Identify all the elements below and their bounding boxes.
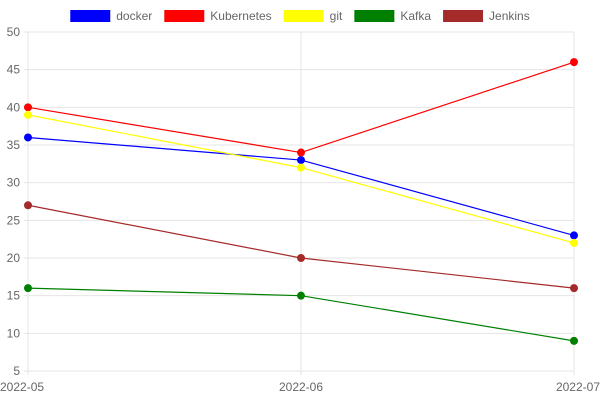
legend-item-kubernetes[interactable]: Kubernetes bbox=[164, 9, 272, 23]
data-point[interactable] bbox=[297, 254, 305, 262]
series-kafka bbox=[24, 284, 578, 345]
data-point[interactable] bbox=[570, 238, 578, 247]
legend-label: docker bbox=[116, 9, 152, 23]
data-point[interactable] bbox=[297, 163, 305, 172]
data-point[interactable] bbox=[570, 58, 578, 67]
y-tick-label: 40 bbox=[7, 100, 21, 114]
x-tick-label: 2022-07 bbox=[556, 380, 600, 394]
y-tick-label: 20 bbox=[7, 251, 21, 265]
series-git bbox=[24, 110, 578, 247]
legend-label: Jenkins bbox=[489, 9, 530, 23]
y-tick-label: 10 bbox=[7, 326, 21, 340]
legend-swatch bbox=[354, 10, 395, 22]
data-point[interactable] bbox=[570, 284, 578, 293]
data-point[interactable] bbox=[297, 148, 305, 157]
grid bbox=[24, 31, 575, 375]
legend-item-jenkins[interactable]: Jenkins bbox=[443, 9, 530, 23]
data-point[interactable] bbox=[297, 156, 305, 165]
y-tick-label: 15 bbox=[7, 289, 21, 303]
legend-label: git bbox=[330, 9, 343, 23]
data-point[interactable] bbox=[24, 103, 32, 112]
y-tick-label: 5 bbox=[13, 364, 20, 378]
data-point[interactable] bbox=[297, 291, 305, 300]
series-group bbox=[24, 58, 578, 345]
legend-item-git[interactable]: git bbox=[283, 9, 343, 23]
y-tick-label: 50 bbox=[7, 25, 21, 39]
x-axis-ticks: 2022-05 2022-06 2022-07 bbox=[0, 380, 600, 394]
data-point[interactable] bbox=[24, 110, 32, 119]
x-tick-label: 2022-06 bbox=[279, 380, 323, 394]
legend-swatch bbox=[164, 10, 205, 22]
data-point[interactable] bbox=[570, 336, 578, 345]
series-kubernetes bbox=[24, 58, 578, 157]
data-point[interactable] bbox=[570, 231, 578, 240]
legend-label: Kubernetes bbox=[210, 9, 271, 23]
series-jenkins bbox=[24, 201, 578, 293]
y-tick-label: 30 bbox=[7, 176, 21, 190]
y-tick-label: 45 bbox=[7, 63, 21, 77]
y-tick-label: 25 bbox=[7, 213, 21, 227]
y-tick-label: 35 bbox=[7, 138, 21, 152]
x-tick-label: 2022-05 bbox=[0, 380, 44, 394]
legend-item-docker[interactable]: docker bbox=[70, 9, 152, 23]
legend: docker Kubernetes git Kafka Jenkins bbox=[70, 9, 530, 23]
legend-swatch bbox=[70, 10, 111, 22]
data-point[interactable] bbox=[24, 133, 32, 142]
legend-item-kafka[interactable]: Kafka bbox=[354, 9, 431, 23]
legend-swatch bbox=[283, 10, 324, 22]
data-point[interactable] bbox=[24, 201, 32, 210]
y-axis-ticks: 5 10 15 20 25 30 35 40 45 50 bbox=[7, 25, 21, 378]
legend-swatch bbox=[443, 10, 484, 22]
series-docker bbox=[24, 133, 578, 240]
legend-label: Kafka bbox=[400, 9, 431, 23]
data-point[interactable] bbox=[24, 284, 32, 293]
